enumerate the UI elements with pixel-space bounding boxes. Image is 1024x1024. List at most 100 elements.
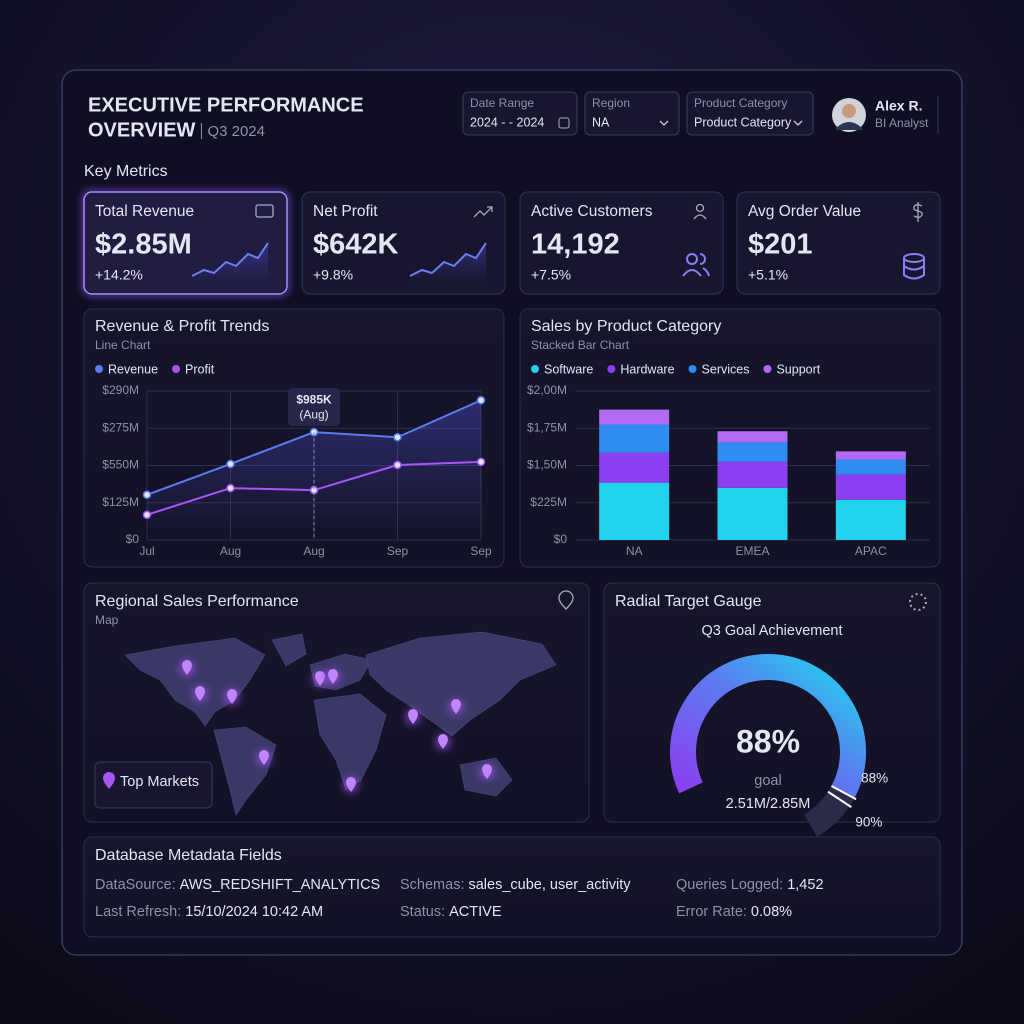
bar-segment (717, 431, 788, 443)
subtitle: Q3 2024 (207, 123, 265, 140)
users-icon (695, 203, 705, 213)
gauge-tick-label: 88% (861, 771, 888, 786)
meta-label: Last Refresh: (95, 904, 181, 920)
users-icon-large (682, 253, 710, 277)
meta-value: 0.08% (751, 904, 792, 920)
point (393, 432, 402, 442)
gauge-tick-label: 90% (855, 814, 882, 829)
point (476, 395, 486, 405)
map-pin (259, 750, 269, 765)
map-pin (451, 699, 461, 714)
point (309, 427, 319, 437)
filter-label: Date Range (470, 96, 534, 110)
avatar-face (842, 104, 856, 118)
gauge-tick (827, 790, 852, 809)
legend-label: Profit (185, 362, 215, 376)
meta-label: Queries Logged: (676, 877, 783, 893)
bar-segment (599, 424, 670, 453)
legend-swatch (763, 365, 772, 373)
filter-value: Product Category (694, 115, 792, 129)
user-role: BI Analyst (875, 116, 929, 130)
point (226, 483, 235, 493)
legend-swatch (172, 365, 181, 373)
tooltip-label: (Aug) (299, 407, 328, 421)
metric-card (519, 191, 724, 295)
y-tick-label: $125M (102, 495, 139, 509)
cash-icon (255, 204, 274, 218)
x-tick-label: EMEA (735, 544, 769, 558)
metric-change: +7.5% (531, 267, 571, 283)
panel-subtitle: Map (95, 613, 119, 627)
x-tick-label: Jul (139, 544, 154, 558)
chart-subtitle: Line Chart (95, 338, 151, 352)
legend-label: Hardware (620, 362, 674, 376)
x-tick-label: Sep (387, 544, 409, 558)
chevron-icon (793, 120, 803, 126)
map-pin (182, 660, 192, 675)
meta-label: Error Rate: (676, 904, 747, 920)
users-icon (693, 214, 707, 220)
y-tick-label: $0 (126, 532, 140, 546)
filter-value: NA (592, 115, 610, 129)
bar-segment (599, 409, 670, 425)
chevron-icon (659, 120, 669, 126)
filter-dropdown[interactable] (462, 91, 578, 136)
filter-label: Region (592, 96, 630, 110)
x-tick-label: Aug (303, 544, 324, 558)
point (476, 457, 486, 467)
y-tick-label: $290M (102, 383, 139, 397)
gauge-value: 88% (736, 723, 800, 759)
panel-title: Database Metadata Fields (95, 847, 282, 864)
meta-value: 1,452 (787, 877, 823, 893)
meta-value: ACTIVE (449, 904, 502, 920)
map-legend-label: Top Markets (120, 774, 199, 790)
y-tick-label: $2,00M (527, 383, 567, 397)
metric-value: $642K (313, 229, 399, 261)
point (142, 490, 152, 500)
point (393, 460, 402, 470)
filter-dropdown[interactable] (584, 91, 680, 136)
map-pin (482, 764, 492, 779)
chart-title: Revenue & Profit Trends (95, 318, 269, 335)
x-tick-label: Aug (220, 544, 241, 558)
users-icon-large (686, 253, 698, 265)
metric-value: 14,192 (531, 229, 620, 261)
legend-swatch (95, 365, 103, 373)
sparkline (409, 242, 487, 277)
bar-segment (599, 482, 670, 540)
legend-label: Services (702, 362, 750, 376)
tooltip-value: $985K (296, 392, 332, 406)
legend-label: Support (776, 362, 820, 376)
map-pin (227, 689, 237, 704)
bar-segment (835, 474, 906, 500)
metric-label: Avg Order Value (748, 203, 861, 220)
bar-segment (835, 451, 906, 460)
map-pin (195, 686, 205, 701)
y-tick-label: $550M (102, 458, 139, 472)
metric-change: +9.8% (313, 267, 353, 283)
x-tick-label: NA (626, 544, 643, 558)
meta-label: Status: (400, 904, 445, 920)
map-pin (328, 669, 338, 684)
y-tick-label: $225M (530, 495, 567, 509)
bar-segment (717, 487, 788, 540)
gauge-tick (830, 785, 857, 801)
x-tick-label: APAC (855, 544, 887, 558)
map-pin (346, 777, 356, 792)
gauge-detail: 2.51M/2.85M (726, 796, 811, 812)
metric-label: Active Customers (531, 203, 653, 220)
legend-label: Revenue (108, 362, 158, 376)
map-pins (179, 660, 495, 793)
bar-segment (717, 442, 788, 462)
metric-change: +5.1% (748, 267, 788, 283)
bar-segment (835, 459, 906, 475)
calendar-icon (558, 117, 570, 129)
filter-dropdown[interactable] (686, 91, 814, 136)
map-pin (438, 734, 448, 749)
meta-value: 15/10/2024 10:42 AM (185, 904, 323, 920)
bar-segment (717, 461, 788, 488)
filter-value: 2024 - - 2024 (470, 115, 544, 129)
x-tick-label: Sep (470, 544, 492, 558)
panel-title: Regional Sales Performance (95, 593, 299, 610)
